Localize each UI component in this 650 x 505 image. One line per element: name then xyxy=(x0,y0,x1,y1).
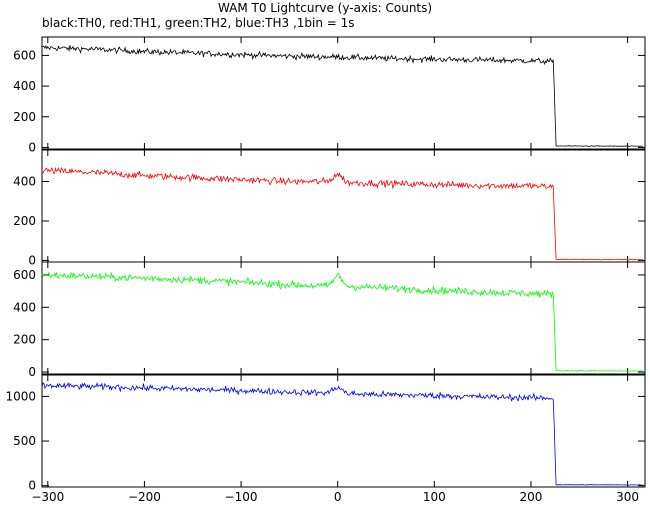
y-tick-label: 500 xyxy=(13,434,36,448)
panel-frame-th0 xyxy=(41,36,646,150)
series-line-th0 xyxy=(41,44,644,147)
panel-frame-th3 xyxy=(41,374,646,488)
x-tick-label: −300 xyxy=(31,490,64,504)
y-tick-label: 0 xyxy=(28,253,36,267)
y-tick-label: 1000 xyxy=(5,389,36,403)
y-tick-label: 400 xyxy=(13,175,36,189)
x-tick-label: 200 xyxy=(520,490,543,504)
series-line-th2 xyxy=(41,271,644,372)
panel-frame-th2 xyxy=(41,261,646,375)
series-line-th1 xyxy=(41,166,644,261)
x-tick-label: −100 xyxy=(225,490,258,504)
x-tick-label: 0 xyxy=(334,490,342,504)
y-tick-label: 600 xyxy=(13,268,36,282)
y-tick-label: 200 xyxy=(13,110,36,124)
y-tick-label: 600 xyxy=(13,48,36,62)
y-tick-label: 200 xyxy=(13,333,36,347)
x-tick-label: 300 xyxy=(616,490,639,504)
y-tick-label: 400 xyxy=(13,300,36,314)
y-tick-label: 0 xyxy=(28,140,36,154)
x-tick-label: −200 xyxy=(128,490,161,504)
y-tick-label: 200 xyxy=(13,214,36,228)
chart-title: WAM T0 Lightcurve (y-axis: Counts) xyxy=(217,1,433,15)
series-line-th3 xyxy=(41,381,644,486)
panel-frame-th1 xyxy=(41,149,646,263)
y-tick-label: 400 xyxy=(13,79,36,93)
chart-subtitle: black:TH0, red:TH1, green:TH2, blue:TH3 … xyxy=(42,16,355,30)
x-tick-label: 100 xyxy=(423,490,446,504)
y-tick-label: 0 xyxy=(28,365,36,379)
y-tick-label: 0 xyxy=(28,479,36,493)
